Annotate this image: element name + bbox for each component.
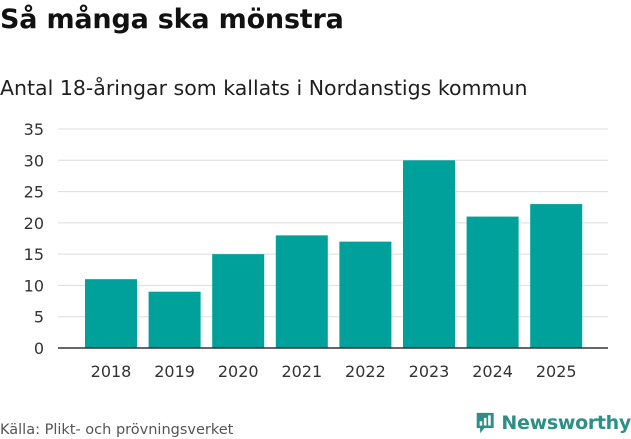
y-tick-label: 5 xyxy=(34,308,44,327)
x-tick-label: 2023 xyxy=(409,362,450,381)
bars xyxy=(85,160,583,348)
y-tick-label: 0 xyxy=(34,339,44,358)
y-axis-ticks: 0 5 10 15 20 25 30 35 xyxy=(24,120,44,358)
y-tick-label: 30 xyxy=(24,151,44,170)
x-tick-label: 2021 xyxy=(281,362,322,381)
bar-2023[interactable] xyxy=(403,160,455,348)
x-tick-label: 2024 xyxy=(472,362,513,381)
bar-2020[interactable] xyxy=(212,254,265,348)
y-tick-label: 10 xyxy=(24,276,44,295)
x-tick-label: 2018 xyxy=(91,362,132,381)
bar-2025[interactable] xyxy=(530,204,583,348)
bar-2021[interactable] xyxy=(275,235,328,348)
y-tick-label: 35 xyxy=(24,120,44,139)
y-tick-label: 20 xyxy=(24,214,44,233)
y-tick-label: 15 xyxy=(24,245,44,264)
chart-title: Så många ska mönstra xyxy=(0,4,344,35)
x-tick-label: 2022 xyxy=(345,362,386,381)
x-axis-ticks: 2018 2019 2020 2021 2022 2023 2024 2025 xyxy=(91,362,577,381)
bar-2022[interactable] xyxy=(339,241,392,348)
bar-2018[interactable] xyxy=(85,279,137,348)
bar-2024[interactable] xyxy=(466,216,519,348)
chart-subtitle: Antal 18-åringar som kallats i Nordansti… xyxy=(0,76,528,100)
newsworthy-logo[interactable]: Newsworthy xyxy=(475,408,631,438)
brand-name: Newsworthy xyxy=(501,412,631,434)
x-tick-label: 2019 xyxy=(154,362,195,381)
newsworthy-chart-bubble-icon xyxy=(476,412,494,434)
source-note: Källa: Plikt- och prövningsverket xyxy=(0,422,234,438)
x-tick-label: 2025 xyxy=(536,362,577,381)
y-tick-label: 25 xyxy=(24,183,44,202)
x-tick-label: 2020 xyxy=(218,362,259,381)
bar-2019[interactable] xyxy=(148,291,201,348)
grid-lines xyxy=(58,128,608,318)
